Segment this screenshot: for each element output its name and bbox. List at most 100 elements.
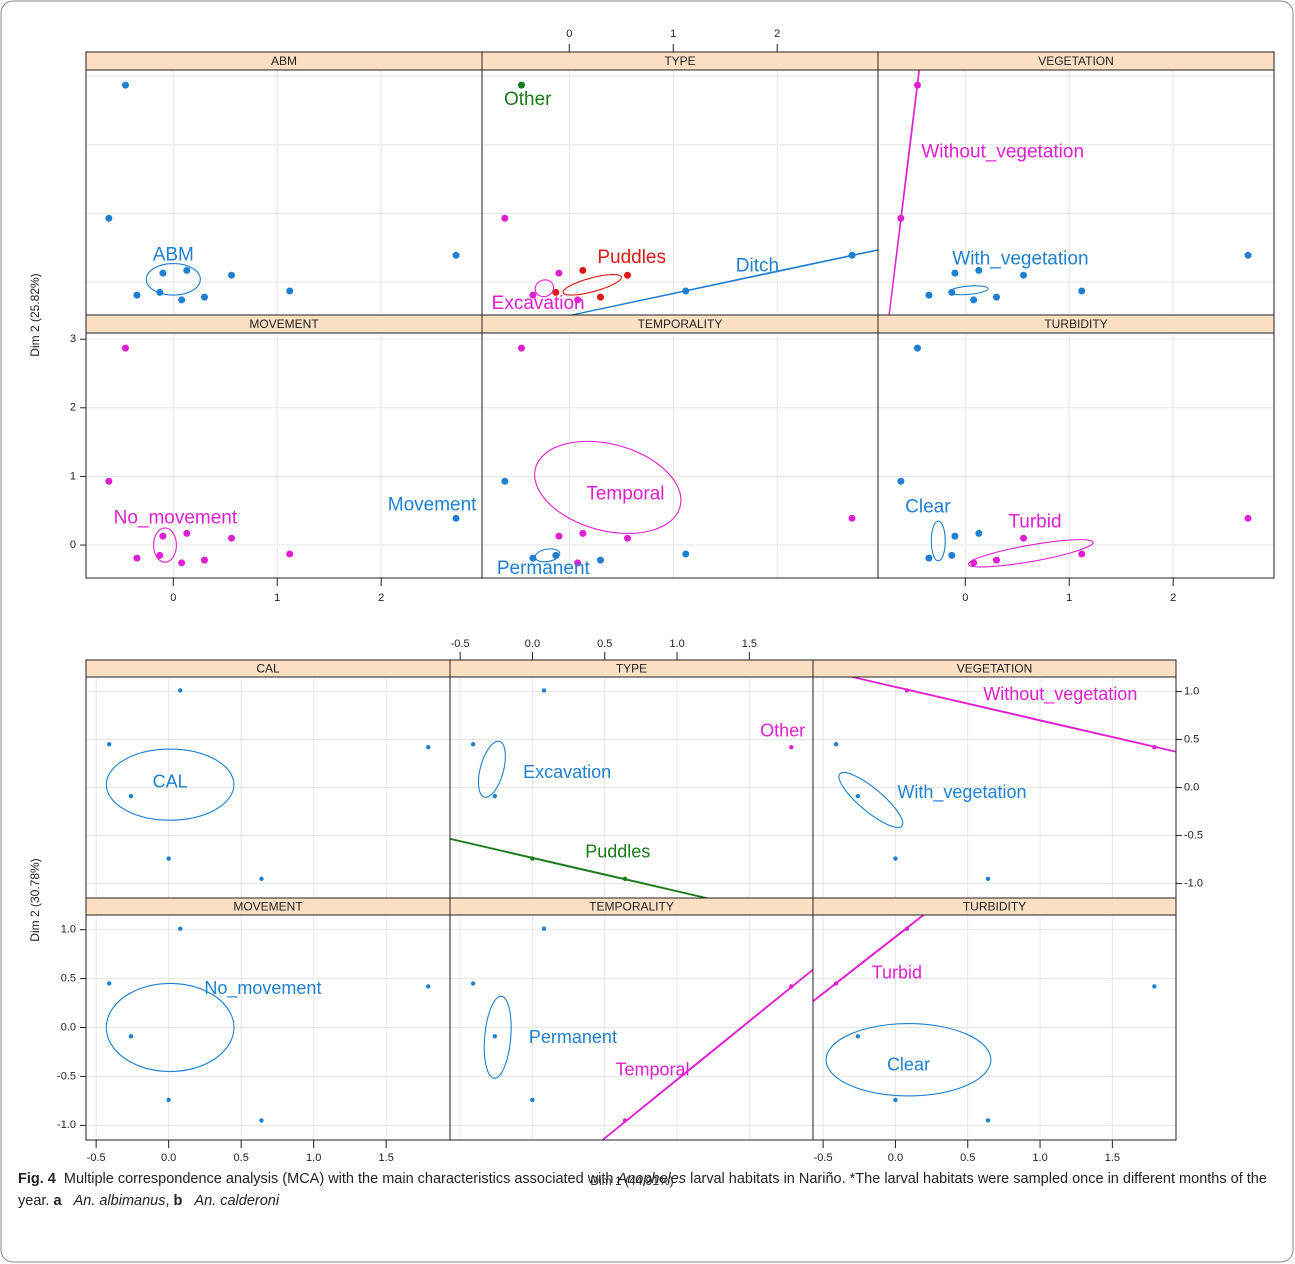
point: [259, 876, 264, 881]
caption-text: An. albimanus: [73, 1193, 166, 1209]
confidence-ellipse: [450, 770, 813, 898]
plot-area: [501, 344, 856, 567]
point: [975, 266, 983, 274]
x-tick-label: 1.0: [669, 638, 684, 650]
confidence-ellipse: [483, 995, 512, 1079]
point: [833, 742, 839, 747]
caption: Fig. 4 Multiple correspondence analysis (…: [18, 1168, 1276, 1212]
point: [596, 293, 604, 301]
point: [555, 532, 563, 540]
point: [579, 266, 587, 274]
point: [228, 534, 236, 542]
panel: TEMPORALITY Permanent Temporal: [449, 897, 814, 1141]
panel: TURBIDITY Clear Turbid 0 1 2: [877, 314, 1275, 604]
point: [166, 1097, 171, 1103]
plot-area: [813, 677, 1176, 881]
panel-bg: [482, 333, 878, 578]
strip-title: TURBIDITY: [963, 900, 1026, 914]
x-tick-label: 0.5: [597, 638, 612, 650]
caption-text: An. calderoni: [194, 1193, 280, 1209]
x-tick-label: 1.0: [1032, 1152, 1047, 1164]
plot-area: [482, 81, 878, 315]
strip-title: VEGETATION: [957, 662, 1033, 676]
point: [1020, 271, 1028, 279]
point: [913, 81, 921, 89]
point: [682, 287, 690, 295]
point: [833, 981, 839, 986]
confidence-ellipse: [878, 70, 948, 315]
x-axis-title: Dim 1 (44.91%): [590, 1174, 673, 1188]
panel: ABM ABM: [85, 51, 483, 316]
panel-bg: [878, 70, 1274, 315]
category-label: Clear: [905, 496, 951, 517]
x-tick-label: 2: [378, 592, 384, 604]
panel: TYPE Other Puddles Excavation Ditch 0 1 2: [481, 28, 879, 316]
panel-bg: [86, 70, 482, 315]
y-tick-label: 0.0: [1184, 781, 1199, 793]
y-axis-title: Dim 2 (25.82%): [28, 273, 42, 356]
point: [133, 291, 141, 299]
point: [426, 984, 431, 989]
point: [596, 556, 604, 564]
point: [1078, 287, 1086, 295]
x-tick-label: 0.0: [888, 1152, 903, 1164]
point: [105, 477, 113, 485]
category-label: Other: [504, 89, 552, 110]
point: [789, 744, 794, 750]
point: [992, 293, 1000, 301]
strip-title: TEMPORALITY: [638, 317, 723, 331]
point: [200, 556, 208, 564]
y-tick-label: 1.0: [1184, 685, 1199, 697]
point: [501, 477, 509, 485]
point: [1078, 550, 1086, 558]
panel-bg: [482, 70, 878, 315]
y-axis-title: Dim 2 (30.78%): [28, 858, 42, 941]
point: [530, 1097, 535, 1103]
x-tick-label: 1: [670, 28, 676, 40]
x-tick-label: 2: [1170, 592, 1176, 604]
confidence-ellipse: [450, 915, 813, 1140]
point: [985, 876, 991, 881]
confidence-ellipse: [825, 1023, 992, 1097]
point: [948, 288, 956, 296]
point: [426, 744, 431, 750]
point: [200, 293, 208, 301]
point: [913, 344, 921, 352]
category-label: Puddles: [585, 842, 650, 862]
category-label: With_vegetation: [897, 782, 1026, 803]
point: [992, 556, 1000, 564]
x-tick-label: 0: [566, 28, 572, 40]
panel: TEMPORALITY Temporal Permanent: [481, 314, 879, 579]
category-label: Without_vegetation: [983, 684, 1137, 705]
point: [156, 551, 164, 559]
x-tick-label: 0.5: [234, 1152, 249, 1164]
point: [178, 926, 183, 931]
point: [622, 1118, 628, 1123]
point: [904, 926, 910, 931]
point: [1244, 514, 1252, 522]
panel: VEGETATION Without_vegetation With_vegetat…: [877, 51, 1275, 316]
point: [624, 271, 632, 279]
category-label: Turbid: [1008, 511, 1061, 532]
category-label: Permanent: [497, 558, 591, 579]
confidence-ellipse: [534, 279, 555, 298]
panel-border: [877, 332, 1275, 579]
y-tick-label: -1.0: [57, 1119, 76, 1131]
point: [951, 532, 959, 540]
plot-area: [813, 915, 1176, 1140]
point: [1152, 984, 1157, 989]
y-tick-label: 0.0: [61, 1021, 76, 1033]
category-label: Other: [760, 721, 805, 741]
point: [529, 554, 537, 562]
caption-text: larval habitats in Nariño. *The larval h…: [18, 1171, 1267, 1209]
y-tick-label: 0: [70, 539, 76, 551]
plot-area: [105, 926, 431, 1123]
point: [951, 269, 959, 277]
plot-area: [450, 688, 813, 898]
plot-area: [105, 81, 460, 304]
point: [530, 856, 535, 861]
category-label: Excavation: [492, 293, 585, 314]
point: [552, 288, 560, 296]
